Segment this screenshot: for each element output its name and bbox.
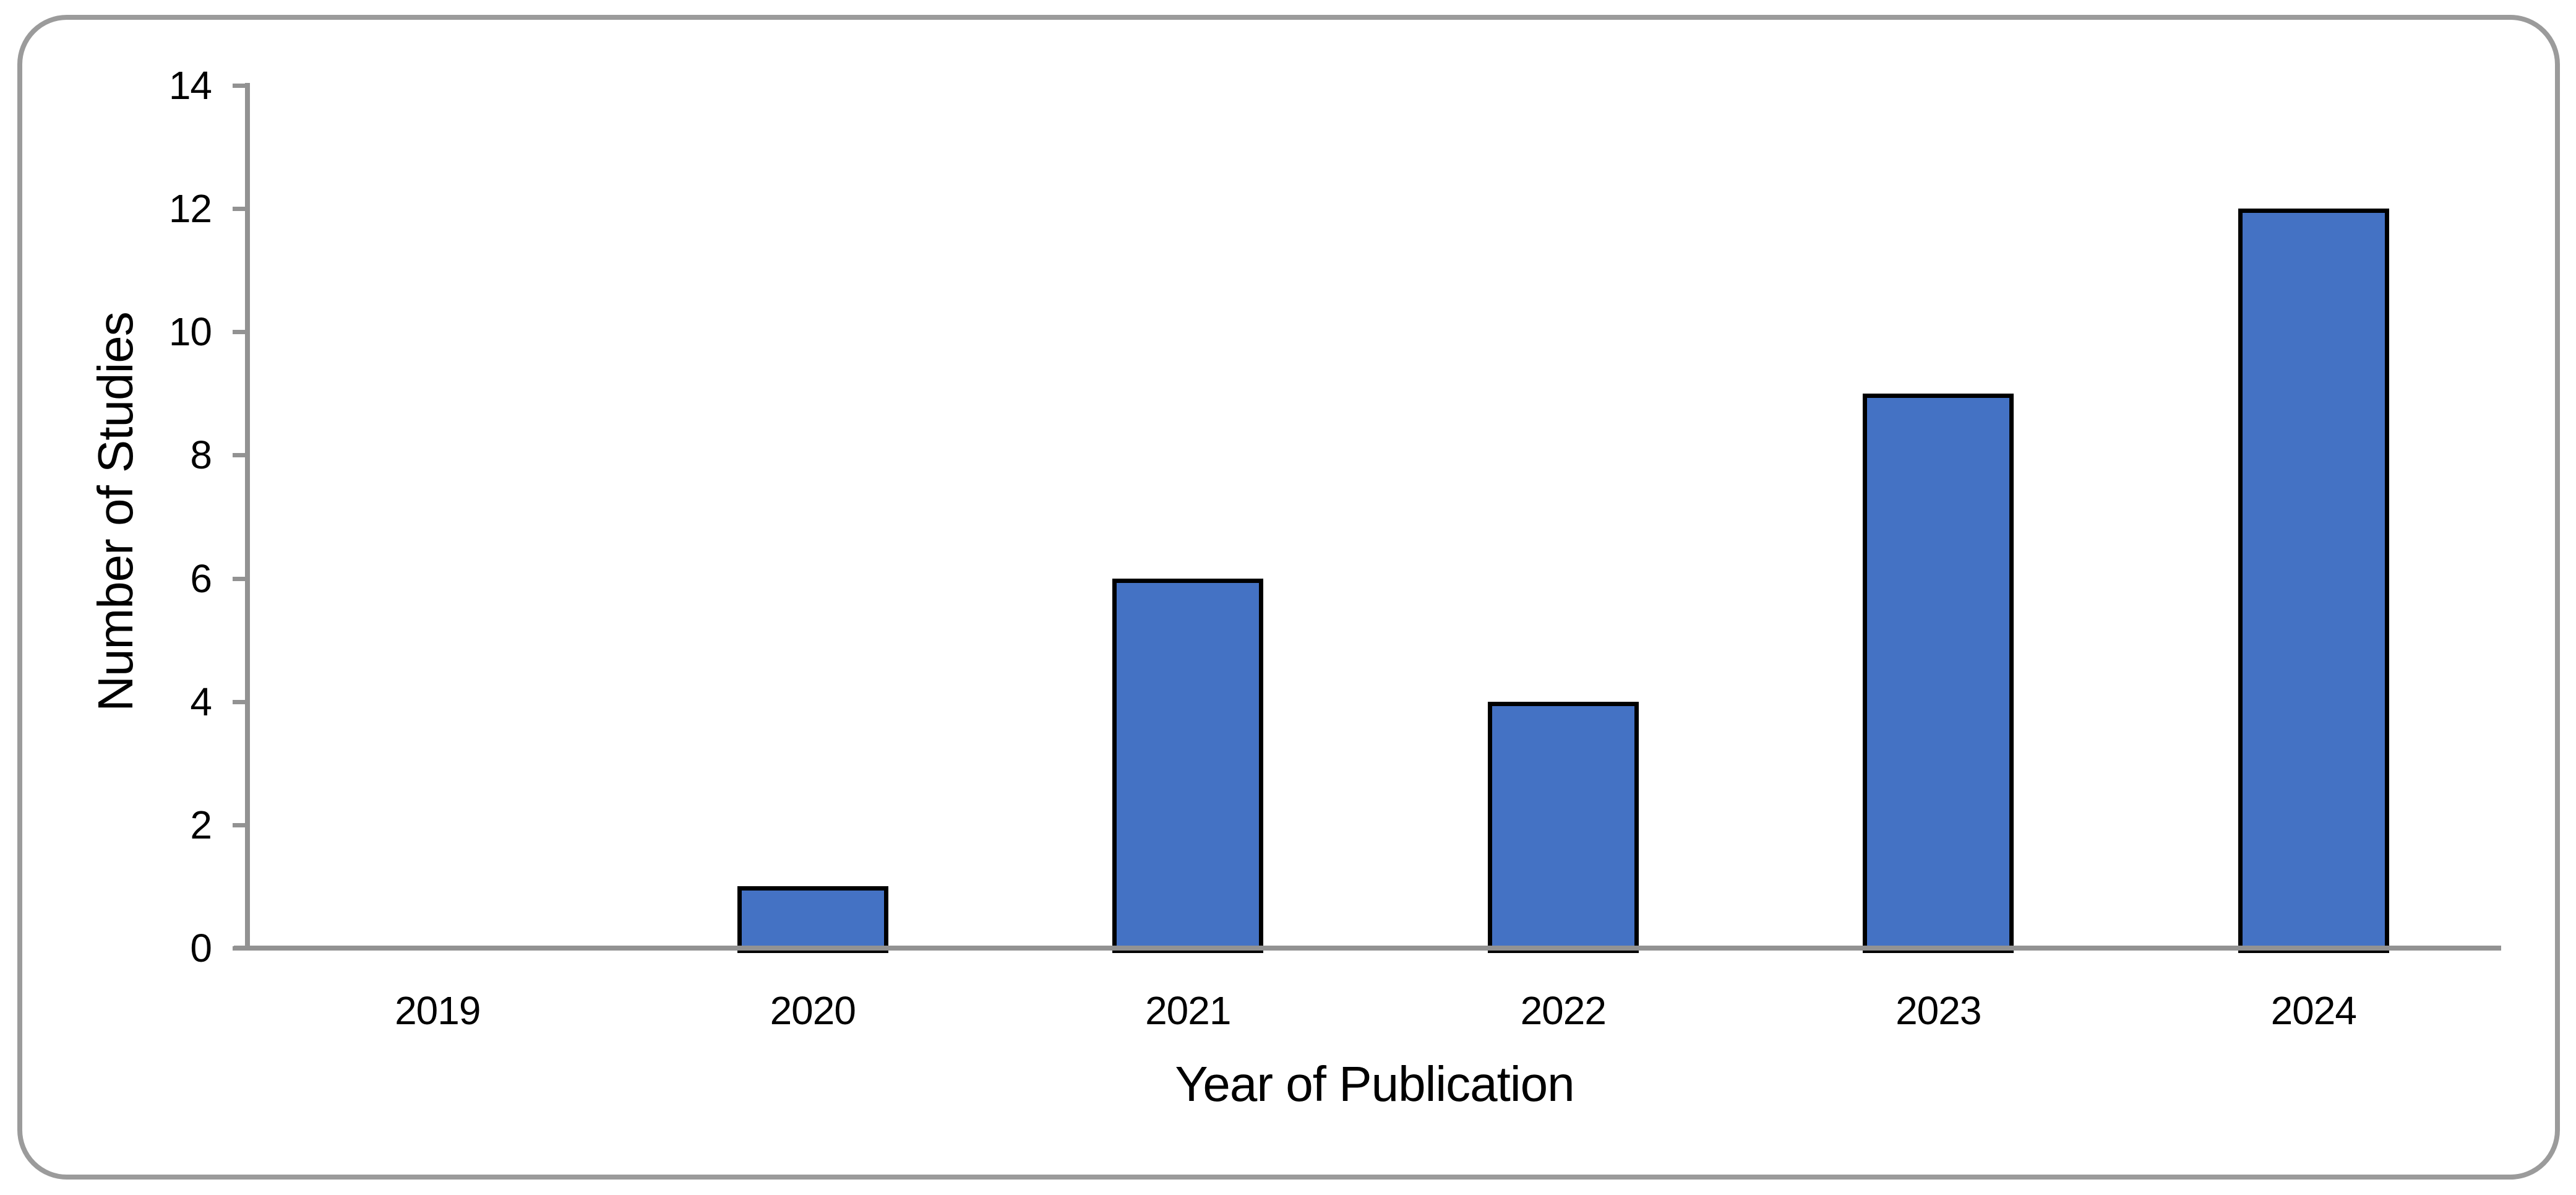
x-tick-label-2023: 2023 [1896, 988, 1981, 1033]
bar-2024 [2238, 209, 2389, 953]
y-axis-title: Number of Studies [88, 312, 143, 712]
x-axis-line [234, 946, 2501, 951]
bar-2020 [737, 886, 888, 953]
y-tick [233, 946, 249, 951]
x-tick-label-2024: 2024 [2270, 988, 2357, 1033]
y-tick-label: 0 [190, 926, 212, 970]
x-tick-label-2022: 2022 [1520, 988, 1607, 1033]
x-tick-label-2019: 2019 [395, 988, 481, 1033]
chart-frame [17, 15, 2560, 1180]
y-tick-label: 8 [190, 433, 212, 478]
y-tick [233, 84, 249, 88]
y-tick-label: 14 [168, 63, 212, 108]
y-tick [233, 453, 249, 458]
y-tick [233, 576, 249, 581]
y-tick [233, 699, 249, 704]
x-tick-label-2020: 2020 [770, 988, 856, 1033]
y-tick [233, 207, 249, 212]
y-tick-label: 6 [190, 556, 212, 601]
x-tick-label-2021: 2021 [1145, 988, 1231, 1033]
y-tick-label: 12 [168, 186, 212, 231]
x-axis-title: Year of Publication [1175, 1056, 1574, 1111]
bar-2023 [1863, 393, 2014, 953]
bar-2022 [1487, 701, 1639, 953]
y-tick-label: 4 [190, 679, 212, 724]
y-tick-label: 10 [168, 309, 212, 355]
y-axis-line [245, 83, 250, 951]
y-tick [233, 330, 249, 335]
bar-2021 [1112, 578, 1264, 953]
y-tick [233, 822, 249, 827]
y-tick-label: 2 [190, 802, 212, 847]
